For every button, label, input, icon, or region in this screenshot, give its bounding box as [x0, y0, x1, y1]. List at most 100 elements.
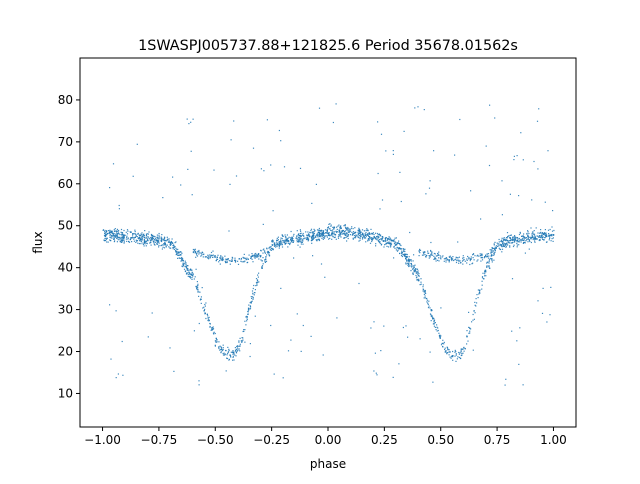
data-point [158, 234, 160, 236]
data-point [483, 278, 485, 280]
data-point [306, 238, 308, 240]
data-point [378, 239, 381, 241]
data-point [300, 235, 302, 238]
data-point [390, 238, 392, 240]
data-point [140, 243, 142, 245]
data-point [136, 236, 138, 238]
data-point [194, 252, 196, 254]
data-point [454, 349, 456, 351]
data-point [481, 259, 484, 261]
data-point [510, 242, 512, 244]
data-point [353, 235, 355, 237]
data-point [182, 262, 184, 264]
data-point [222, 349, 224, 351]
data-point [105, 238, 108, 240]
data-point [480, 260, 482, 262]
data-point [505, 246, 507, 248]
data-point [474, 312, 476, 314]
data-point [365, 229, 367, 231]
data-point [247, 313, 249, 315]
data-point [216, 256, 218, 258]
data-point [182, 263, 184, 265]
data-point [259, 254, 261, 257]
data-point [254, 289, 256, 291]
data-point [302, 238, 304, 240]
data-point [125, 231, 127, 233]
data-point [491, 248, 494, 250]
data-point [329, 223, 331, 225]
data-point [118, 238, 120, 240]
data-point [115, 230, 117, 232]
data-point [485, 255, 487, 257]
data-point [458, 260, 460, 262]
data-point [481, 253, 483, 255]
data-point [299, 239, 301, 241]
data-point [444, 258, 447, 260]
data-point [260, 168, 262, 170]
data-point [276, 245, 278, 248]
data-point [434, 326, 436, 328]
data-point [240, 340, 242, 342]
data-point [152, 237, 154, 239]
x-tick-label: 1.00 [540, 433, 567, 447]
data-point [164, 243, 166, 246]
data-point [427, 250, 429, 252]
data-point [307, 237, 309, 239]
data-point [318, 238, 320, 240]
data-point [398, 363, 400, 365]
data-point [198, 384, 200, 386]
data-point [420, 281, 422, 283]
data-point [453, 259, 455, 262]
data-point [196, 281, 198, 283]
data-point [221, 350, 224, 352]
data-point [526, 239, 528, 241]
data-point [409, 259, 411, 262]
data-point [135, 241, 137, 243]
data-point [381, 238, 383, 240]
data-point [523, 236, 526, 238]
data-point [328, 228, 330, 230]
data-point [181, 257, 183, 259]
data-point [182, 259, 184, 261]
data-point [335, 238, 337, 240]
data-point [515, 237, 517, 239]
data-point [330, 229, 332, 231]
data-point [493, 254, 495, 256]
data-point [553, 234, 555, 236]
data-point [536, 235, 538, 237]
data-point [450, 258, 452, 260]
data-point [433, 258, 435, 260]
data-point [147, 233, 149, 235]
data-point [195, 268, 197, 270]
data-point [176, 251, 178, 253]
data-point [512, 236, 514, 238]
data-point [317, 238, 319, 241]
data-point [206, 313, 208, 315]
data-point [503, 245, 505, 248]
data-point [401, 255, 404, 258]
data-point [105, 233, 107, 235]
data-point [321, 237, 323, 239]
data-point [158, 236, 160, 238]
data-point [512, 241, 514, 243]
data-point [107, 233, 109, 235]
data-point [478, 293, 480, 295]
x-axis-label: phase [310, 457, 346, 471]
data-point [110, 231, 112, 234]
data-point [233, 351, 235, 353]
data-point [511, 238, 514, 240]
data-point [472, 257, 474, 259]
data-point [290, 237, 293, 239]
data-point [379, 235, 381, 237]
data-point [340, 225, 342, 227]
data-point [547, 229, 550, 231]
data-point [187, 275, 189, 277]
data-point [306, 237, 308, 239]
data-point [505, 245, 507, 247]
data-point [143, 235, 145, 237]
data-point [425, 292, 427, 295]
data-point [550, 286, 552, 288]
data-point [268, 254, 270, 256]
data-point [320, 230, 322, 232]
data-point [269, 247, 271, 249]
